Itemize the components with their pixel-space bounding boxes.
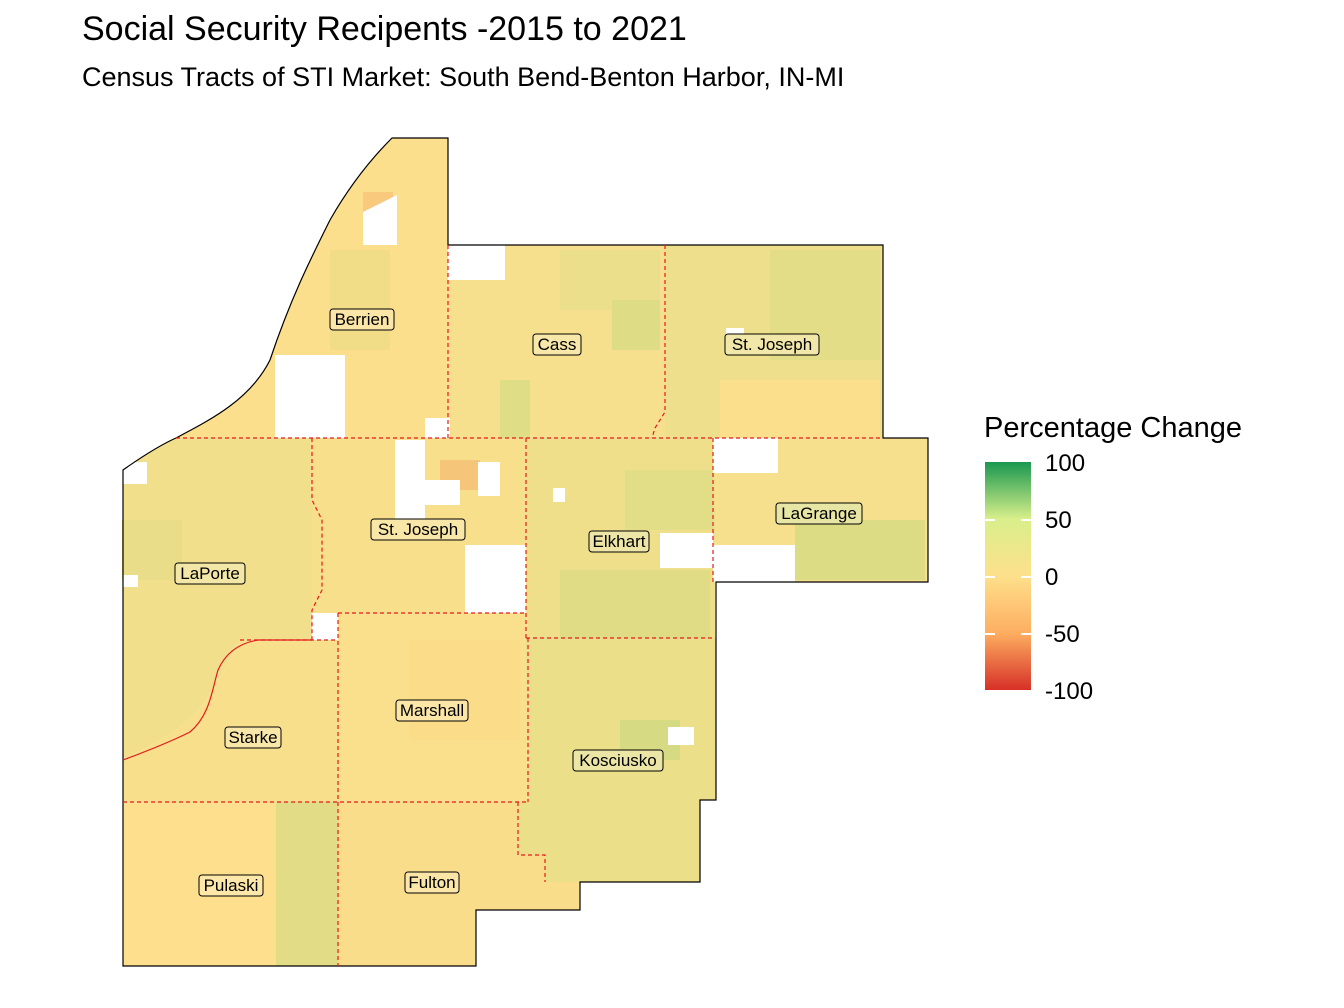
legend-title: Percentage Change	[984, 412, 1242, 444]
legend-tick	[1021, 519, 1031, 521]
county-label-starke: Starke	[228, 728, 277, 747]
market-outline	[122, 137, 929, 967]
legend-tick	[985, 576, 995, 578]
county-label-lagrange: LaGrange	[781, 504, 857, 523]
county-label-marshall: Marshall	[400, 701, 464, 720]
legend-label-neg50: -50	[1045, 621, 1080, 648]
county-boundaries	[123, 245, 883, 966]
county-label-cass: Cass	[538, 335, 577, 354]
map-subtitle: Census Tracts of STI Market: South Bend-…	[82, 62, 845, 92]
legend-tick	[985, 519, 995, 521]
county-label-laporte: LaPorte	[180, 564, 240, 583]
legend-label-neg100: -100	[1045, 678, 1094, 705]
map-title: Social Security Recipents -2015 to 2021	[82, 10, 687, 48]
county-label-pulaski: Pulaski	[204, 876, 259, 895]
no-data-areas	[122, 195, 795, 745]
region-laporte	[123, 438, 312, 760]
county-labels: Berrien Cass St. Joseph LaGrange Elkhart…	[174, 308, 863, 897]
county-label-berrien: Berrien	[335, 310, 390, 329]
county-label-elkhart: Elkhart	[593, 532, 646, 551]
region-starke	[123, 640, 338, 802]
legend-label-100: 100	[1045, 450, 1086, 477]
legend-tick	[1021, 633, 1031, 635]
county-label-fulton: Fulton	[408, 873, 455, 892]
legend-label-50: 50	[1045, 507, 1072, 534]
county-label-st-joseph-mi: St. Joseph	[732, 335, 812, 354]
legend-label-0: 0	[1045, 564, 1059, 591]
legend-tick	[985, 633, 995, 635]
county-label-kosciusko: Kosciusko	[579, 751, 656, 770]
legend-tick	[1021, 576, 1031, 578]
river-boundary	[122, 639, 312, 761]
county-label-st-joseph-in: St. Joseph	[378, 520, 458, 539]
